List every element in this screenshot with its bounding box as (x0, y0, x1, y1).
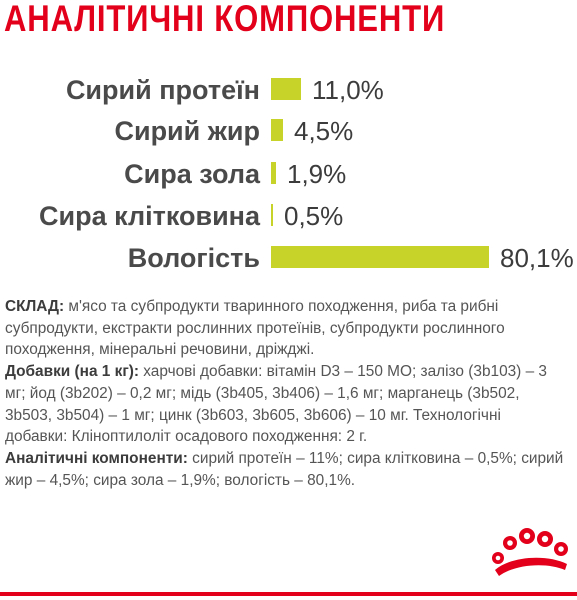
bar (271, 78, 301, 100)
bottom-divider (0, 592, 577, 596)
bar-value-label: 4,5% (294, 116, 354, 146)
bar-value-label: 1,9% (287, 159, 347, 189)
bar-value-label: 11,0% (312, 75, 384, 105)
bar (271, 204, 273, 226)
bar-value-label: 80,1% (500, 243, 574, 273)
analytic-text: сирий протеїн – 11%; сира клітковина – 0… (5, 449, 564, 489)
bar (271, 119, 283, 141)
bar-label: Сира зола (124, 159, 260, 189)
bar-label: Сирий жир (114, 116, 260, 146)
composition-paragraph: СКЛАД: м'ясо та субпродукти тваринного п… (5, 296, 565, 361)
page-title: АНАЛІТИЧНІ КОМПОНЕНТИ (4, 0, 446, 39)
bar-row: Сирий жир 4,5% (0, 114, 577, 148)
analytic-label: Аналітичні компоненти: (5, 449, 188, 467)
bar-row: Вологість 80,1% (0, 241, 577, 275)
bar-label: Вологість (127, 243, 260, 273)
bar-value-label: 0,5% (284, 201, 344, 231)
analytic-paragraph: Аналітичні компоненти: сирий протеїн – 1… (5, 448, 565, 491)
bar (271, 162, 276, 184)
additives-text: харчові добавки: вітамін D3 – 150 МО; за… (5, 363, 547, 446)
composition-block: СКЛАД: м'ясо та субпродукти тваринного п… (5, 296, 565, 491)
additives-paragraph: Добавки (на 1 кг): харчові добавки: віта… (5, 361, 565, 448)
sklad-text: м'ясо та субпродукти тваринного походжен… (5, 298, 505, 359)
bar-row: Сира зола 1,9% (0, 157, 577, 191)
bar-row: Сирий протеїн 11,0% (0, 73, 577, 107)
additives-label: Добавки (на 1 кг): (5, 363, 139, 381)
bar-row: Сира клітковина 0,5% (0, 199, 577, 233)
bar-label: Сирий протеїн (65, 75, 260, 105)
sklad-label: СКЛАД: (5, 298, 65, 315)
bar-label: Сира клітковина (39, 201, 260, 231)
bar (271, 246, 489, 268)
royal-canin-crown-icon (491, 522, 571, 585)
